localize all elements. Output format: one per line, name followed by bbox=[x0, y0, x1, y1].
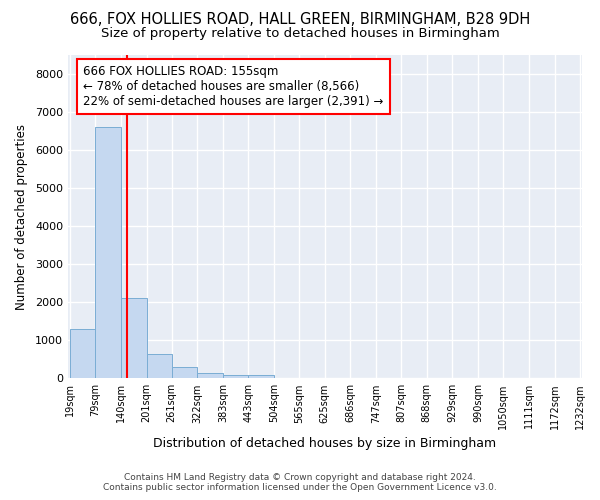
X-axis label: Distribution of detached houses by size in Birmingham: Distribution of detached houses by size … bbox=[154, 437, 496, 450]
Bar bbox=[70, 329, 95, 378]
Y-axis label: Number of detached properties: Number of detached properties bbox=[15, 124, 28, 310]
Text: Size of property relative to detached houses in Birmingham: Size of property relative to detached ho… bbox=[101, 28, 499, 40]
Bar bbox=[95, 128, 121, 378]
Bar bbox=[146, 354, 172, 378]
Bar bbox=[197, 372, 223, 378]
Bar bbox=[172, 367, 197, 378]
Text: 666 FOX HOLLIES ROAD: 155sqm
← 78% of detached houses are smaller (8,566)
22% of: 666 FOX HOLLIES ROAD: 155sqm ← 78% of de… bbox=[83, 64, 384, 108]
Bar bbox=[248, 375, 274, 378]
Text: 666, FOX HOLLIES ROAD, HALL GREEN, BIRMINGHAM, B28 9DH: 666, FOX HOLLIES ROAD, HALL GREEN, BIRMI… bbox=[70, 12, 530, 28]
Bar bbox=[121, 298, 146, 378]
Bar bbox=[223, 375, 248, 378]
Text: Contains HM Land Registry data © Crown copyright and database right 2024.
Contai: Contains HM Land Registry data © Crown c… bbox=[103, 473, 497, 492]
